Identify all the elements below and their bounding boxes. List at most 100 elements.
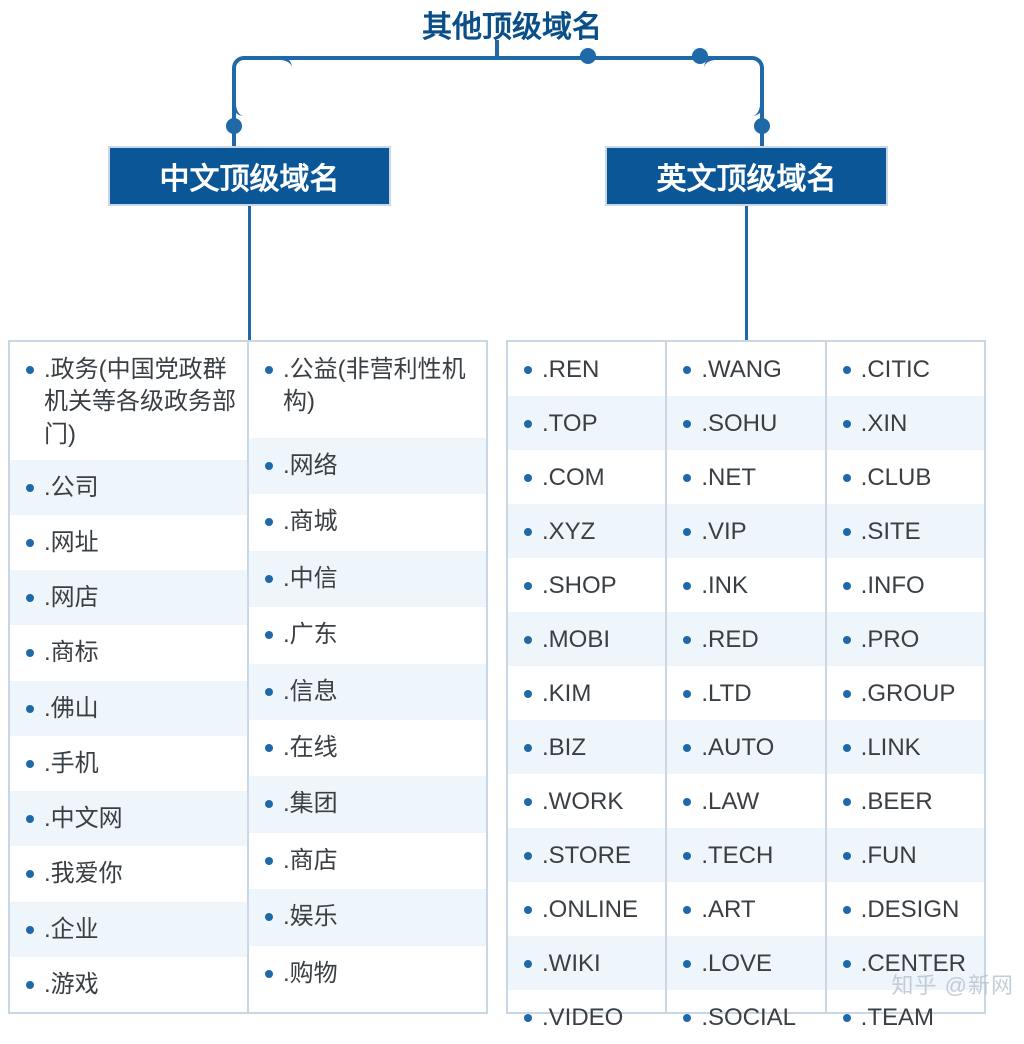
bullet-icon: [683, 690, 691, 698]
bullet-icon: [524, 744, 532, 752]
table-cell-label: .RED: [701, 624, 758, 656]
bullet-icon: [683, 960, 691, 968]
table-cell: .SITE: [827, 504, 984, 558]
table-cell-label: .商城: [283, 506, 338, 538]
table-cell: .商店: [249, 833, 486, 889]
table-cell-label: .VIDEO: [542, 1002, 623, 1034]
table-cell-label: .TOP: [542, 408, 598, 440]
table-column: .公益(非营利性机构).网络.商城.中信.广东.信息.在线.集团.商店.娱乐.购…: [249, 342, 486, 1012]
table-cell-label: .LTD: [701, 678, 751, 710]
bullet-icon: [683, 852, 691, 860]
table-cell: .INK: [667, 558, 824, 612]
bullet-icon: [524, 582, 532, 590]
table-cell-label: .COM: [542, 462, 605, 494]
table-cell-label: .TECH: [701, 840, 773, 872]
table-cell: .购物: [249, 946, 486, 1002]
table-column: .REN.TOP.COM.XYZ.SHOP.MOBI.KIM.BIZ.WORK.…: [508, 342, 667, 1012]
bullet-icon: [524, 798, 532, 806]
table-cell-label: .XIN: [861, 408, 908, 440]
bullet-icon: [26, 926, 34, 934]
table-cell: .FUN: [827, 828, 984, 882]
table-cell: .ONLINE: [508, 882, 665, 936]
table-cell-label: .WORK: [542, 786, 623, 818]
connector-right-branch-table: [745, 206, 748, 340]
table-cell-label: .SOHU: [701, 408, 777, 440]
table-cell-label: .信息: [283, 676, 338, 708]
table-cell-label: .中文网: [44, 803, 123, 835]
bullet-icon: [683, 906, 691, 914]
table-cell-label: .网店: [44, 582, 99, 614]
connector-right-corner: [704, 56, 764, 116]
table-cell-label: .娱乐: [283, 901, 338, 933]
table-cell: .我爱你: [10, 846, 247, 901]
table-cell: .WIKI: [508, 936, 665, 990]
table-cell: .中信: [249, 551, 486, 607]
table-cell-label: .INFO: [861, 570, 925, 602]
table-cell: .公司: [10, 460, 247, 515]
table-cell-label: .网络: [283, 450, 338, 482]
table-cell: .SHOP: [508, 558, 665, 612]
table-cell-label: .广东: [283, 619, 338, 651]
table-cell: .RED: [667, 612, 824, 666]
connector-split-bar: [244, 56, 752, 60]
bullet-icon: [265, 970, 273, 978]
table-cell: .AUTO: [667, 720, 824, 774]
table-english-domains: .REN.TOP.COM.XYZ.SHOP.MOBI.KIM.BIZ.WORK.…: [506, 340, 986, 1014]
table-cell: .网址: [10, 515, 247, 570]
bullet-icon: [524, 420, 532, 428]
table-cell: .ART: [667, 882, 824, 936]
bullet-icon: [524, 636, 532, 644]
bullet-icon: [26, 870, 34, 878]
bullet-icon: [843, 420, 851, 428]
root-title: 其他顶级域名: [0, 2, 1024, 46]
table-cell-label: .BEER: [861, 786, 933, 818]
table-cell-label: .LINK: [861, 732, 921, 764]
table-cell-label: .手机: [44, 748, 99, 780]
table-cell-label: .中信: [283, 563, 338, 595]
connector-dot: [226, 118, 242, 134]
bullet-icon: [26, 484, 34, 492]
table-cell: .商城: [249, 494, 486, 550]
table-cell: .手机: [10, 736, 247, 791]
table-cell-label: .政务(中国党政群机关等各级政务部门): [44, 354, 237, 451]
table-cell-label: .TEAM: [861, 1002, 934, 1034]
bullet-icon: [843, 636, 851, 644]
table-cell: .在线: [249, 720, 486, 776]
bullet-icon: [265, 688, 273, 696]
table-cell-label: .企业: [44, 914, 99, 946]
table-cell: .VIP: [667, 504, 824, 558]
table-cell: .KIM: [508, 666, 665, 720]
table-cell-label: .ART: [701, 894, 755, 926]
table-cell: .网店: [10, 570, 247, 625]
bullet-icon: [843, 582, 851, 590]
table-cell-label: .ONLINE: [542, 894, 638, 926]
table-cell-label: .SOCIAL: [701, 1002, 796, 1034]
table-cell: .WANG: [667, 342, 824, 396]
bullet-icon: [843, 1014, 851, 1022]
table-cell: .集团: [249, 776, 486, 832]
table-cell: .DESIGN: [827, 882, 984, 936]
table-cell-label: .CITIC: [861, 354, 930, 386]
table-cell: .LAW: [667, 774, 824, 828]
bullet-icon: [265, 913, 273, 921]
table-cell: .COM: [508, 450, 665, 504]
connector-dot: [580, 48, 596, 64]
table-cell-label: .KIM: [542, 678, 591, 710]
table-cell-label: .游戏: [44, 969, 99, 1001]
table-cell-label: .公司: [44, 472, 99, 504]
table-cell-label: .在线: [283, 732, 338, 764]
table-cell-label: .购物: [283, 958, 338, 990]
table-cell-label: .VIP: [701, 516, 746, 548]
table-cell-label: .XYZ: [542, 516, 595, 548]
bullet-icon: [265, 518, 273, 526]
table-cell-label: .网址: [44, 527, 99, 559]
bullet-icon: [843, 960, 851, 968]
table-cell: .WORK: [508, 774, 665, 828]
table-cell: .BEER: [827, 774, 984, 828]
table-cell-label: .MOBI: [542, 624, 610, 656]
table-column: .CITIC.XIN.CLUB.SITE.INFO.PRO.GROUP.LINK…: [827, 342, 984, 1012]
watermark: 知乎 @新网: [892, 968, 1014, 1000]
bullet-icon: [265, 744, 273, 752]
table-cell-label: .WANG: [701, 354, 781, 386]
bullet-icon: [843, 366, 851, 374]
